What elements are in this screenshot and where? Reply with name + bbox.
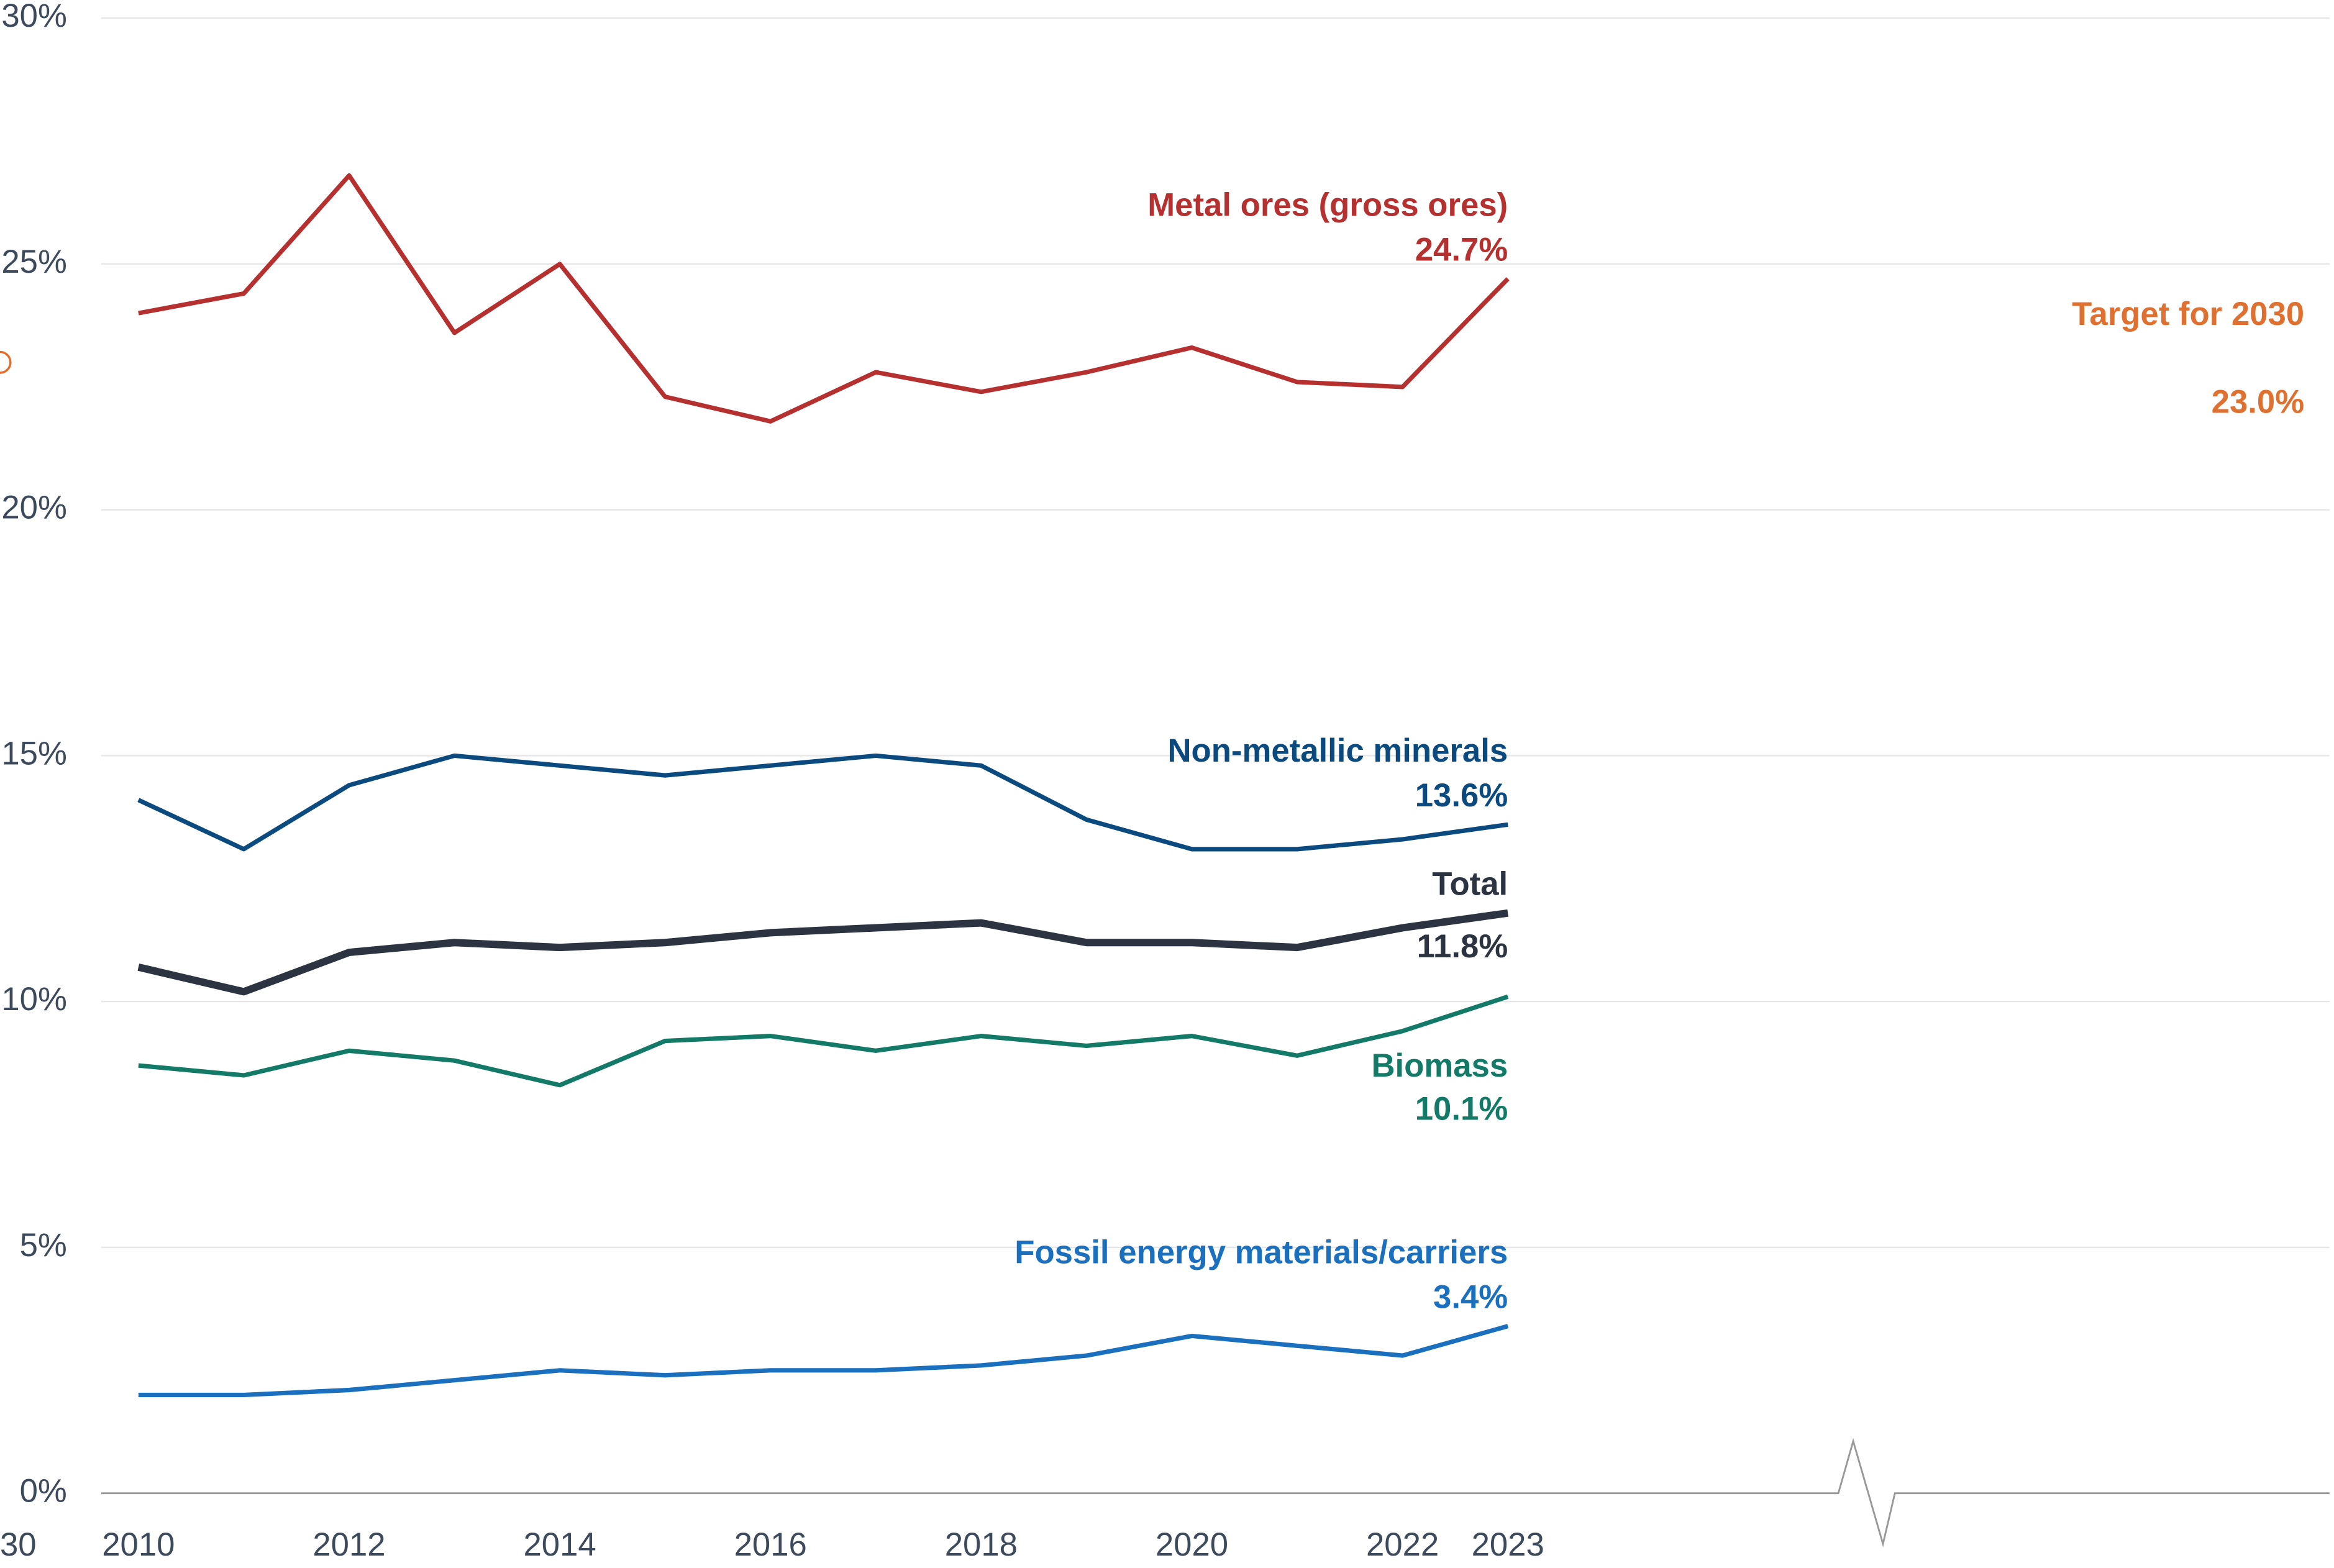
series-label: Biomass: [1371, 1047, 1508, 1084]
value-label: 13.6%: [1415, 777, 1508, 814]
target-marker: [0, 350, 12, 374]
series-line: [137, 753, 1508, 852]
x-tick-label: 2012: [312, 1526, 385, 1563]
series-label: Fossil energy materials/carriers: [1014, 1234, 1508, 1271]
x-tick-label: 2023: [1472, 1526, 1544, 1563]
target-value-label: 23.0%: [2212, 383, 2304, 420]
value-label: 24.7%: [1415, 232, 1508, 268]
series-line: [138, 1324, 1509, 1398]
y-tick-label: 5%: [20, 1227, 67, 1264]
series-line: [138, 994, 1509, 1088]
y-tick-label: 25%: [1, 244, 66, 280]
x-tick-label: 2010: [102, 1526, 175, 1563]
y-tick-label: 20%: [1, 490, 66, 526]
series-line: [138, 173, 1510, 424]
x-axis: [101, 1438, 2330, 1547]
series-line: [137, 909, 1509, 996]
value-label: 10.1%: [1415, 1091, 1508, 1128]
value-label: 3.4%: [1433, 1279, 1508, 1315]
target-label: Target for 2030: [2072, 296, 2304, 332]
series-label: Total: [1432, 866, 1508, 903]
y-tick-label: 0%: [20, 1473, 67, 1510]
series-label: Metal ores (gross ores): [1147, 187, 1508, 224]
x-tick-label: 2020: [1156, 1526, 1228, 1563]
x-tick-label: 2022: [1366, 1526, 1439, 1563]
value-label: 11.8%: [1417, 928, 1508, 965]
x-tick-label: 2016: [734, 1526, 807, 1563]
x-tick-label: 2030: [0, 1526, 37, 1563]
y-tick-label: 15%: [1, 735, 66, 772]
x-tick-label: 2014: [523, 1526, 596, 1563]
y-tick-label: 30%: [1, 0, 66, 34]
series-label: Non-metallic minerals: [1167, 732, 1508, 769]
x-tick-label: 2018: [945, 1526, 1018, 1563]
y-tick-label: 10%: [1, 981, 66, 1018]
